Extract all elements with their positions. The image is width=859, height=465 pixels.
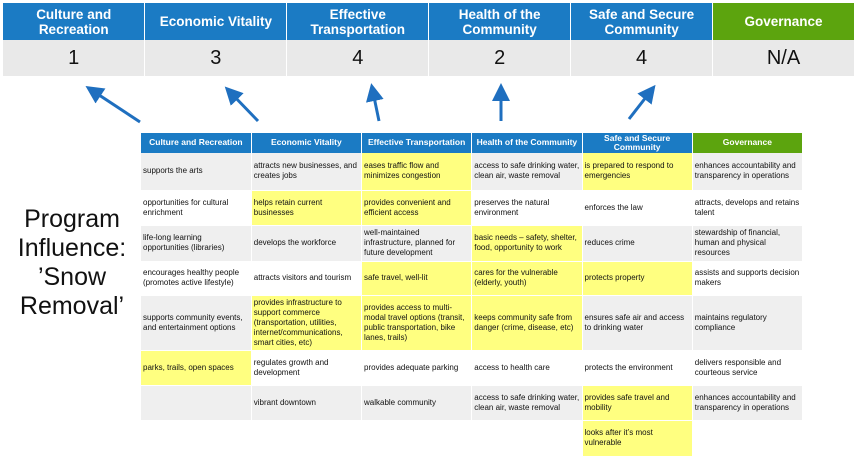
table-cell: enhances accountability and transparency… [692, 153, 804, 191]
score-summary-table: Culture and Recreation Economic Vitality E… [3, 3, 855, 76]
table-cell: develops the workforce [251, 225, 363, 262]
table-cell: basic needs – safety, shelter, food, opp… [471, 225, 583, 262]
score-culture-and-recreation: 1 [3, 40, 146, 76]
table-cell: access to health care [471, 350, 583, 386]
table-row: parks, trails, open spaces regulates grow… [141, 350, 804, 386]
score-safe-and-secure-community: 4 [570, 40, 714, 76]
category-header-effective-transportation: Effective Transportation [286, 3, 430, 40]
table-cell [692, 420, 804, 457]
table-cell: vibrant downtown [251, 385, 363, 421]
table-cell: opportunities for cultural enrichment [141, 190, 252, 226]
table-cell [141, 420, 252, 457]
table-row: opportunities for cultural enrichment hel… [141, 190, 804, 226]
table-cell: reduces crime [582, 225, 693, 262]
table-row: supports community events, and entertain… [141, 295, 804, 351]
table-cell: provides access to multi-modal travel op… [361, 295, 473, 351]
score-governance: N/A [712, 40, 855, 76]
table-cell: provides infrastructure to support comme… [251, 295, 363, 351]
table-cell: is prepared to respond to emergencies [582, 153, 693, 191]
table-cell: encourages healthy people (promotes acti… [141, 261, 252, 296]
matrix-header-culture-and-recreation: Culture and Recreation [141, 133, 252, 153]
influence-matrix: Culture and Recreation Economic Vitality E… [141, 133, 804, 457]
arrow-transportation [366, 83, 384, 122]
table-cell: eases traffic flow and minimizes congest… [361, 153, 473, 191]
table-row: life-long learning opportunities (librar… [141, 225, 804, 262]
category-header-health-of-the-community: Health of the Community [428, 3, 572, 40]
table-cell: ensures safe air and access to drinking … [582, 295, 693, 351]
table-cell: provides safe travel and mobility [582, 385, 693, 421]
matrix-header-effective-transportation: Effective Transportation [361, 133, 473, 153]
table-cell: assists and supports decision makers [692, 261, 804, 296]
table-cell: protects property [582, 261, 693, 296]
table-row: vibrant downtown walkable community access… [141, 385, 804, 421]
category-header-culture-and-recreation: Culture and Recreation [3, 3, 146, 40]
table-row: supports the arts attracts new businesses… [141, 153, 804, 191]
score-effective-transportation: 4 [286, 40, 430, 76]
score-health-of-the-community: 2 [428, 40, 572, 76]
table-cell: cares for the vulnerable (elderly, youth… [471, 261, 583, 296]
table-cell: access to safe drinking water, clean air… [471, 153, 583, 191]
table-cell: enhances accountability and transparency… [692, 385, 804, 421]
table-cell [251, 420, 363, 457]
table-cell: life-long learning opportunities (librar… [141, 225, 252, 262]
table-row: encourages healthy people (promotes acti… [141, 261, 804, 296]
table-cell: looks after it’s most vulnerable [582, 420, 693, 457]
table-cell: safe travel, well-lit [361, 261, 473, 296]
table-cell [141, 385, 252, 421]
matrix-header-health-of-the-community: Health of the Community [471, 133, 583, 153]
matrix-header-governance: Governance [692, 133, 804, 153]
category-header-safe-and-secure-community: Safe and Secure Community [570, 3, 714, 40]
table-cell: provides adequate parking [361, 350, 473, 386]
matrix-header-economic-vitality: Economic Vitality [251, 133, 363, 153]
table-cell: supports community events, and entertain… [141, 295, 252, 351]
table-cell: helps retain current businesses [251, 190, 363, 226]
table-cell: attracts new businesses, and creates job… [251, 153, 363, 191]
arrow-economic [224, 86, 260, 123]
table-cell: walkable community [361, 385, 473, 421]
table-cell: maintains regulatory compliance [692, 295, 804, 351]
matrix-header-safe-and-secure-community: Safe and Secure Community [582, 133, 693, 153]
table-cell: provides convenient and efficient access [361, 190, 473, 226]
table-cell: parks, trails, open spaces [141, 350, 252, 386]
table-cell: attracts, develops and retains talent [692, 190, 804, 226]
category-header-governance: Governance [712, 3, 855, 40]
table-cell: regulates growth and development [251, 350, 363, 386]
arrow-safe [627, 84, 656, 120]
table-cell: preserves the natural environment [471, 190, 583, 226]
table-cell: well-maintained infrastructure, planned … [361, 225, 473, 262]
table-cell: stewardship of financial, human and phys… [692, 225, 804, 262]
score-economic-vitality: 3 [144, 40, 288, 76]
table-cell: protects the environment [582, 350, 693, 386]
arrows [85, 83, 656, 124]
table-cell: delivers responsible and courteous servi… [692, 350, 804, 386]
table-cell: enforces the law [582, 190, 693, 226]
arrow-culture [85, 86, 141, 124]
program-influence-label: Program Influence: ’Snow Removal’ [17, 205, 127, 320]
category-header-economic-vitality: Economic Vitality [144, 3, 288, 40]
table-cell [471, 420, 583, 457]
table-cell [361, 420, 473, 457]
table-cell: access to safe drinking water, clean air… [471, 385, 583, 421]
table-cell: attracts visitors and tourism [251, 261, 363, 296]
table-cell: keeps community safe from danger (crime,… [471, 295, 583, 351]
table-cell: supports the arts [141, 153, 252, 191]
table-row: looks after it’s most vulnerable [141, 420, 804, 457]
